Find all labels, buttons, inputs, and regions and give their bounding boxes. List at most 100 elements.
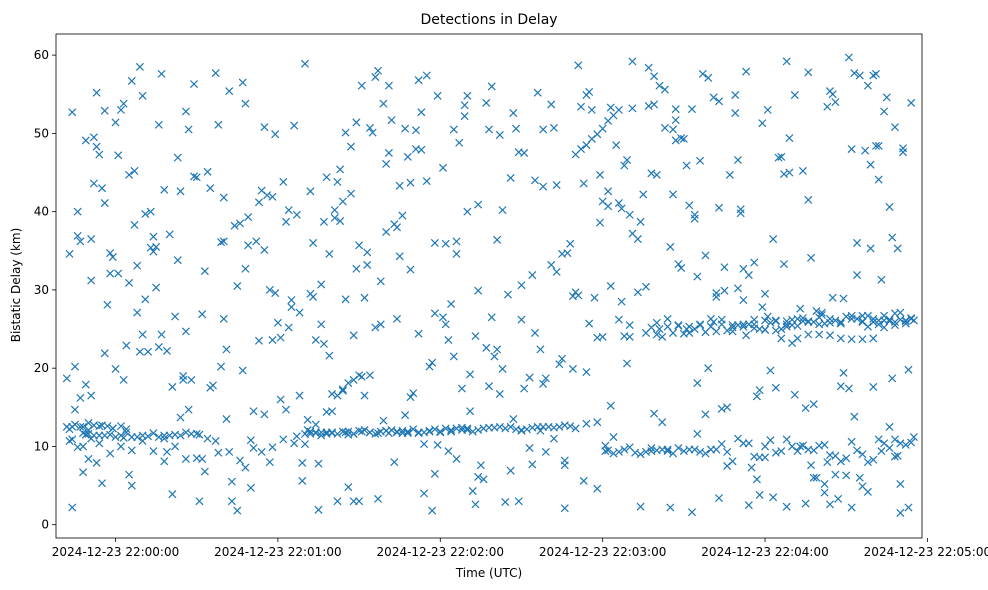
data-point [441, 424, 450, 433]
data-point [725, 170, 734, 179]
data-point [181, 454, 190, 463]
data-point [135, 62, 144, 71]
data-point [328, 389, 337, 399]
data-point [761, 453, 770, 462]
data-point [455, 138, 464, 147]
data-point [106, 249, 115, 258]
data-point [788, 339, 797, 348]
data-point [287, 303, 296, 312]
data-point [474, 200, 483, 209]
data-point [871, 141, 881, 150]
data-point [866, 244, 875, 253]
data-point [468, 487, 477, 496]
data-point [319, 339, 328, 348]
data-point [812, 473, 821, 482]
data-point [652, 170, 661, 179]
data-point [252, 237, 261, 246]
data-point [622, 155, 632, 165]
data-point [723, 447, 732, 456]
data-point [206, 184, 215, 193]
data-point [70, 405, 79, 414]
data-point [495, 130, 504, 139]
data-point [225, 87, 234, 96]
data-point [663, 314, 672, 323]
data-point [463, 425, 472, 435]
data-point [441, 239, 450, 248]
data-point [633, 235, 642, 244]
data-point [254, 336, 263, 345]
data-point [463, 91, 472, 100]
data-point [771, 326, 780, 335]
data-point [260, 410, 269, 419]
data-point [192, 429, 201, 438]
data-point [181, 327, 190, 336]
data-point [420, 489, 429, 498]
data-point [874, 141, 883, 150]
data-point [874, 175, 883, 184]
data-point [406, 393, 415, 402]
x-axis-label: Time (UTC) [455, 566, 522, 580]
plot-frame [55, 33, 923, 539]
data-point [796, 304, 805, 313]
data-point [901, 316, 910, 325]
data-point [333, 497, 342, 506]
data-point [279, 177, 288, 186]
data-point [712, 327, 721, 336]
data-point [425, 362, 434, 371]
data-point [249, 407, 258, 416]
data-point [763, 105, 772, 114]
data-point [79, 468, 88, 477]
data-point [558, 249, 567, 258]
data-point [866, 160, 875, 169]
data-point [660, 85, 669, 94]
data-point [179, 375, 188, 384]
data-point [847, 437, 856, 446]
data-point [133, 261, 142, 270]
data-point [539, 379, 548, 388]
data-point [636, 450, 645, 459]
data-point [317, 431, 326, 440]
data-point [290, 439, 299, 448]
data-point [717, 315, 726, 324]
x-tick-label: 2024-12-23 22:04:00 [701, 545, 828, 559]
data-point [265, 285, 274, 294]
data-point [715, 494, 724, 503]
data-point [95, 150, 104, 159]
data-point [295, 391, 304, 400]
data-point [679, 134, 688, 143]
data-point [173, 153, 182, 162]
data-point [633, 288, 642, 297]
data-point [355, 241, 364, 250]
x-tick-label: 2024-12-23 22:00:00 [52, 545, 179, 559]
data-point [769, 493, 778, 502]
data-point [97, 479, 107, 488]
data-point [896, 308, 905, 317]
data-point [241, 463, 250, 472]
data-point [549, 123, 558, 132]
data-point [501, 424, 510, 433]
data-point [825, 314, 835, 323]
data-point [779, 260, 789, 269]
data-point [160, 185, 169, 194]
data-point [311, 335, 320, 345]
data-point [777, 152, 786, 161]
data-point [466, 370, 475, 379]
data-point [828, 293, 837, 302]
data-point [127, 481, 136, 490]
data-point [379, 416, 388, 425]
data-point [195, 497, 204, 506]
data-point [728, 327, 737, 336]
data-point [593, 418, 602, 427]
data-point [744, 501, 753, 510]
data-point [493, 345, 502, 354]
data-point [752, 475, 761, 484]
data-point [650, 409, 659, 418]
data-point [149, 247, 158, 256]
y-tick-label: 50 [34, 126, 49, 140]
data-point [482, 343, 491, 352]
data-point [823, 102, 832, 111]
data-point [111, 118, 120, 127]
data-point [76, 393, 85, 402]
data-point [576, 145, 586, 154]
data-point [842, 471, 851, 480]
